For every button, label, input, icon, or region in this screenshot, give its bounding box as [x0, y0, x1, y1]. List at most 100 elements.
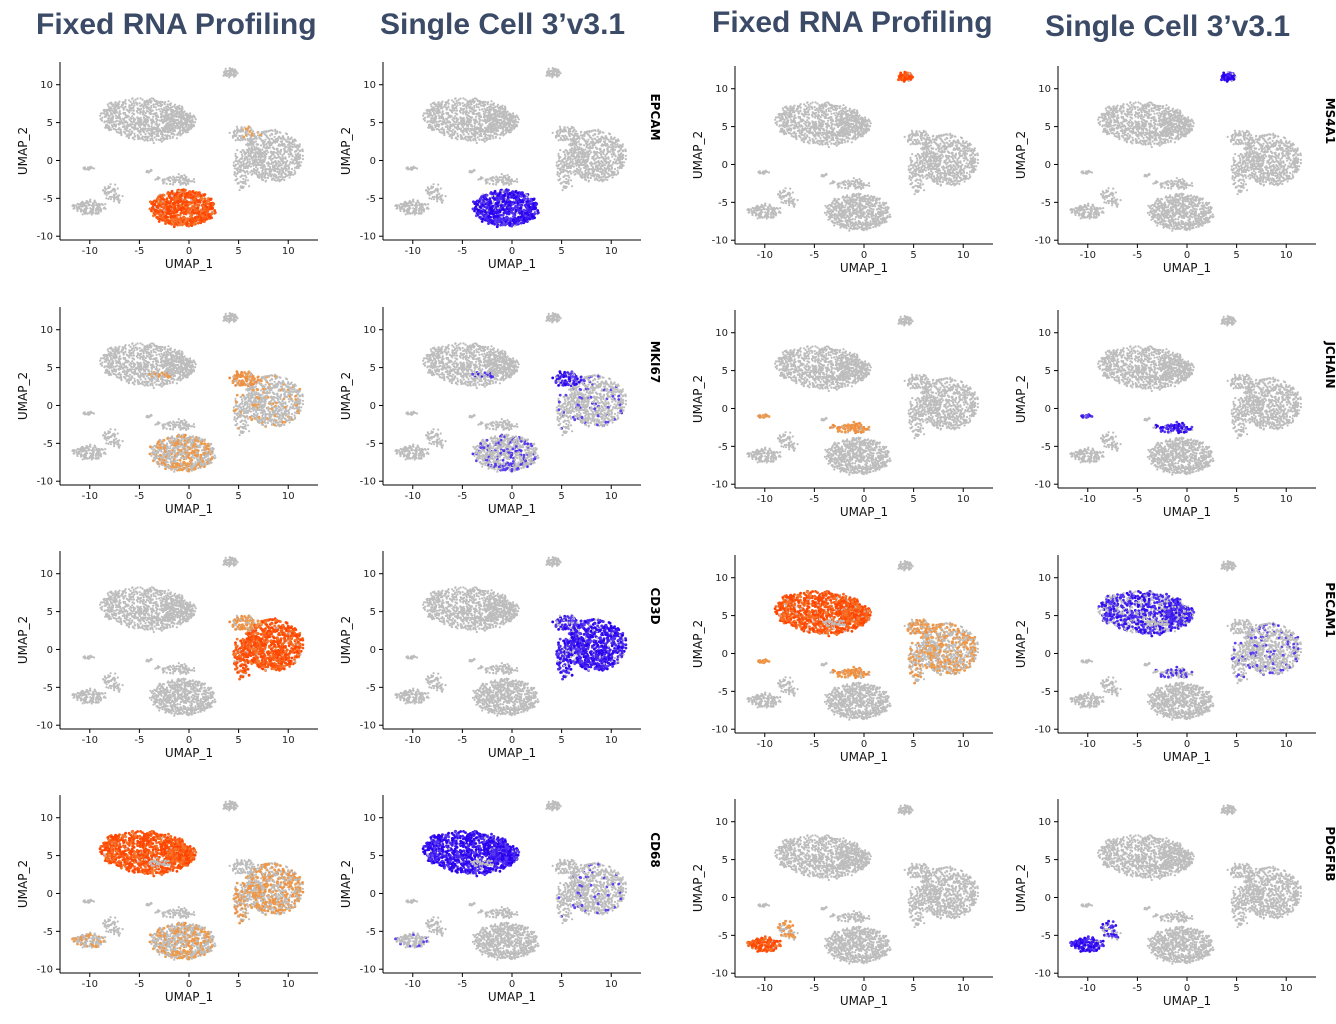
cell-point	[129, 129, 131, 131]
cell-point	[143, 131, 145, 133]
cell-point	[166, 110, 168, 112]
cell-point	[117, 102, 119, 104]
cell-point	[153, 142, 155, 144]
cell-point	[160, 116, 162, 118]
cell-point	[139, 109, 141, 111]
cell-point	[137, 109, 139, 111]
cell-point	[151, 123, 153, 125]
cell-point	[181, 107, 183, 109]
cell-point	[156, 109, 158, 111]
cell-point	[130, 101, 132, 103]
cell-point	[172, 136, 174, 138]
cell-point	[109, 102, 111, 104]
cell-point	[126, 127, 128, 129]
cell-point	[163, 107, 165, 109]
cell-point	[125, 103, 127, 105]
cell-point	[115, 129, 117, 131]
cell-point	[143, 107, 145, 109]
cell-point	[140, 138, 142, 140]
cell-point	[129, 134, 131, 136]
cell-point	[148, 132, 150, 134]
cell-point	[159, 110, 161, 112]
cell-point	[169, 137, 171, 139]
cell-point	[128, 111, 130, 113]
cell-point	[161, 112, 163, 114]
cell-point	[134, 119, 136, 121]
cell-point	[138, 123, 140, 125]
cell-point	[138, 135, 140, 137]
cell-point	[139, 102, 141, 104]
cell-point	[148, 126, 150, 128]
cell-point	[112, 105, 114, 107]
cell-point	[155, 139, 157, 141]
cell-point	[158, 105, 160, 107]
umap-figure: -10 -5 0 5 10-10-50510UMAP_1UMAP_2-10 -5 0 5 10-…	[0, 0, 1336, 1024]
cell-point	[115, 109, 117, 111]
cell-point	[148, 116, 150, 118]
cell-point	[151, 125, 153, 127]
cell-point	[125, 130, 127, 132]
cell-point	[106, 109, 108, 111]
cell-point	[140, 133, 142, 135]
left-fixed-1-panel: -10 -5 0 5 10-10-50510UMAP_1UMAP_2	[16, 62, 318, 271]
cell-point	[122, 123, 124, 125]
cell-point	[128, 99, 130, 101]
cell-point	[136, 123, 138, 125]
cell-point	[151, 135, 153, 137]
cell-point	[142, 113, 144, 115]
cell-point	[139, 113, 141, 115]
cell-point	[131, 107, 133, 109]
cell-point	[131, 118, 133, 120]
cell-point	[152, 139, 154, 141]
cell-point	[155, 118, 157, 120]
cell-point	[144, 125, 146, 127]
cell-point	[123, 131, 125, 133]
cell-point	[107, 119, 109, 121]
cell-point	[139, 121, 141, 123]
cell-point	[133, 102, 135, 104]
cell-point	[114, 107, 116, 109]
cell-point	[133, 133, 135, 135]
cell-point	[155, 106, 157, 108]
cell-point	[166, 107, 168, 109]
cell-point	[158, 108, 160, 110]
cell-point	[113, 121, 115, 123]
cell-point	[100, 112, 102, 114]
cell-point	[130, 120, 132, 122]
cell-point	[134, 135, 136, 137]
cell-point	[107, 103, 109, 105]
cell-point	[160, 120, 162, 122]
cell-point	[153, 99, 155, 101]
cell-point	[122, 101, 124, 103]
cell-point	[145, 112, 147, 114]
cell-point	[194, 121, 196, 123]
cell-point	[115, 121, 117, 123]
cell-point	[137, 120, 139, 122]
cell-point	[167, 100, 169, 102]
cell-point	[158, 119, 160, 121]
cell-point	[146, 121, 148, 123]
cell-point	[133, 100, 135, 102]
cell-point	[147, 104, 149, 106]
cell-point	[165, 135, 167, 137]
cell-point	[150, 105, 152, 107]
cell-point	[162, 110, 164, 112]
cell-point	[109, 110, 111, 112]
cell-point	[145, 123, 147, 125]
cell-point	[120, 134, 122, 136]
cell-point	[137, 97, 139, 99]
cell-point	[118, 120, 120, 122]
cell-point	[124, 128, 126, 130]
cell-point	[99, 115, 101, 117]
cell-point	[115, 115, 117, 117]
cell-point	[141, 99, 143, 101]
cell-point	[177, 106, 179, 108]
cell-point	[146, 130, 148, 132]
cell-point	[124, 117, 126, 119]
cell-point	[140, 117, 142, 119]
cell-point	[158, 139, 160, 141]
cell-point	[151, 137, 153, 139]
cell-point	[172, 109, 174, 111]
cell-point	[108, 115, 110, 117]
cell-point	[132, 137, 134, 139]
